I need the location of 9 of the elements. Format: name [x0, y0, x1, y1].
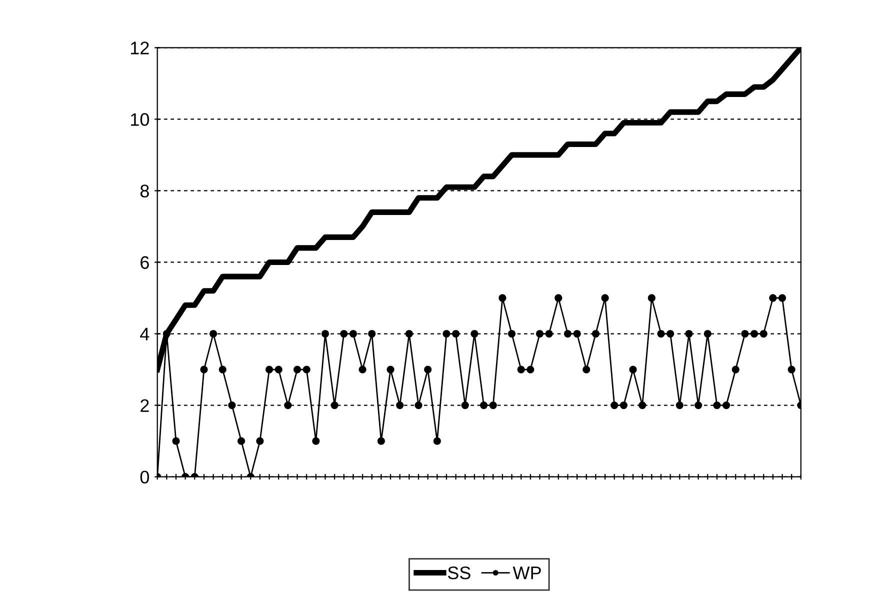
y-tick-label: 10 — [131, 113, 150, 126]
legend-label: SS — [448, 566, 470, 580]
y-tick-label: 12 — [131, 42, 149, 54]
y-tick-label: 2 — [140, 399, 149, 412]
y-tick-label: 8 — [140, 184, 149, 198]
y-tick-label: 6 — [140, 256, 149, 269]
y-tick-label: 0 — [140, 470, 150, 484]
legend-label: WP — [512, 566, 541, 580]
y-tick-label: 4 — [140, 328, 150, 340]
